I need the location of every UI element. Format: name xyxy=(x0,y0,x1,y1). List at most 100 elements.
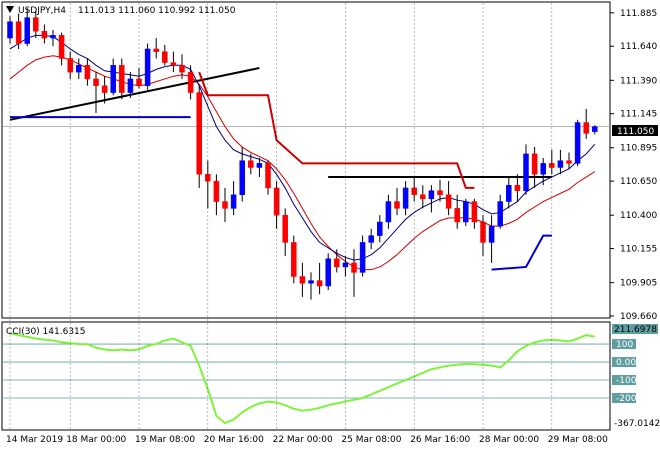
bearish-candle xyxy=(480,221,486,243)
cci-level-label: -100 xyxy=(616,376,637,386)
y-tick-label: 110.650 xyxy=(620,177,657,187)
y-tick-label: 111.390 xyxy=(620,76,657,86)
cci-min-label: -367.0142 xyxy=(614,419,660,429)
bullish-candle xyxy=(127,78,134,93)
bearish-candle xyxy=(196,92,202,175)
bearish-candle xyxy=(291,242,297,277)
ohlc-readout: 111.013 111.060 110.992 111.050 xyxy=(78,6,236,16)
cci-line xyxy=(9,332,595,425)
current-price-label: 111.050 xyxy=(617,127,654,137)
cci-max-marker xyxy=(612,324,658,334)
cci-level-marker xyxy=(612,392,636,403)
bullish-candle xyxy=(239,160,245,195)
bearish-candle xyxy=(394,201,400,209)
bearish-candle xyxy=(514,184,521,191)
cci-level-label: 0.00 xyxy=(616,358,636,368)
bullish-candle xyxy=(523,153,529,191)
y-tick-label: 109.660 xyxy=(620,312,657,322)
bearish-candle xyxy=(170,62,177,66)
bearish-candle xyxy=(471,201,478,223)
x-tick-label: 14 Mar 2019 xyxy=(6,435,63,445)
bullish-candle xyxy=(256,163,263,168)
bullish-candle xyxy=(368,235,374,243)
x-tick-label: 26 Mar 16:00 xyxy=(410,435,470,445)
bullish-candle xyxy=(497,201,503,227)
bullish-candle xyxy=(76,65,82,73)
bullish-candle xyxy=(402,187,409,209)
y-tick-label: 110.895 xyxy=(620,144,657,154)
bearish-candle xyxy=(84,65,91,80)
main-plot-layer xyxy=(3,8,610,300)
bearish-candle xyxy=(265,163,271,189)
bearish-candle xyxy=(334,258,340,268)
cci-level-marker xyxy=(612,357,636,368)
cci-level-marker xyxy=(612,339,636,350)
bearish-candle xyxy=(411,187,417,195)
bearish-candle xyxy=(445,194,452,209)
indicator-plot-layer: 100 0.00 -100 -200 xyxy=(3,332,637,425)
bearish-candle xyxy=(222,201,228,209)
bullish-candle xyxy=(325,258,331,287)
bullish-candle xyxy=(428,190,435,200)
y-tick-label: 111.145 xyxy=(620,110,657,120)
axis-layer: 111.885 111.640 111.390 111.145 110.895 110.6… xyxy=(6,3,657,445)
cci-indicator-label: CCI(30) 141.6315 xyxy=(6,327,86,337)
bearish-candle xyxy=(420,194,426,200)
bearish-candle xyxy=(205,174,211,182)
bearish-candle xyxy=(187,71,194,93)
bullish-candle xyxy=(50,35,56,39)
x-tick-label: 22 Mar 00:00 xyxy=(273,435,333,445)
bearish-candle xyxy=(15,21,22,44)
bullish-candle xyxy=(592,126,598,132)
bullish-candle xyxy=(385,201,392,223)
bearish-candle xyxy=(33,17,39,32)
bearish-candle xyxy=(41,30,48,39)
y-tick-label: 111.885 xyxy=(620,9,657,19)
cci-max-label: 211.6978 xyxy=(614,325,657,335)
indicator-plot-frame xyxy=(1,321,611,431)
bearish-candle xyxy=(179,65,185,73)
slow-moving-average-line xyxy=(9,55,596,271)
cci-level-marker xyxy=(612,375,636,386)
bullish-candle xyxy=(7,21,13,39)
bearish-candle xyxy=(213,180,220,202)
cci-level-label: 100 xyxy=(616,340,633,350)
y-tick-label: 111.640 xyxy=(620,42,657,52)
x-tick-label: 20 Mar 16:00 xyxy=(204,435,264,445)
bullish-candle xyxy=(488,225,495,243)
bearish-candle xyxy=(58,35,65,59)
bearish-candle xyxy=(248,160,254,168)
current-price-marker xyxy=(612,125,658,136)
bearish-candle xyxy=(162,51,168,63)
bearish-candle xyxy=(583,122,589,134)
bearish-candle xyxy=(299,276,306,284)
bearish-candle xyxy=(119,65,125,93)
bullish-candle xyxy=(540,163,546,175)
bearish-candle xyxy=(316,280,323,287)
bearish-candle xyxy=(273,187,280,216)
bearish-candle xyxy=(566,160,572,164)
bullish-candle xyxy=(230,194,237,209)
blue-step-line xyxy=(491,234,552,271)
bullish-candle xyxy=(506,184,512,202)
red-step-line xyxy=(198,71,475,189)
bullish-candle xyxy=(308,280,314,284)
bullish-candle xyxy=(463,201,469,223)
bullish-candle xyxy=(359,242,366,273)
x-tick-label: 25 Mar 08:00 xyxy=(341,435,401,445)
bearish-candle xyxy=(437,190,443,195)
x-tick-label: 29 Mar 08:00 xyxy=(548,435,608,445)
bearish-candle xyxy=(101,85,108,93)
bullish-candle xyxy=(557,160,564,168)
x-tick-label: 28 Mar 00:00 xyxy=(479,435,539,445)
bearish-candle xyxy=(67,58,73,73)
x-tick-label: 18 Mar 00:00 xyxy=(66,435,126,445)
bearish-candle xyxy=(93,78,99,86)
trend-line xyxy=(9,67,260,121)
cci-level-label: -200 xyxy=(616,394,637,404)
chart-menu-triangle-icon[interactable] xyxy=(6,6,14,13)
bearish-candle xyxy=(282,214,288,243)
y-tick-label: 110.400 xyxy=(620,211,657,221)
bearish-candle xyxy=(153,48,159,52)
